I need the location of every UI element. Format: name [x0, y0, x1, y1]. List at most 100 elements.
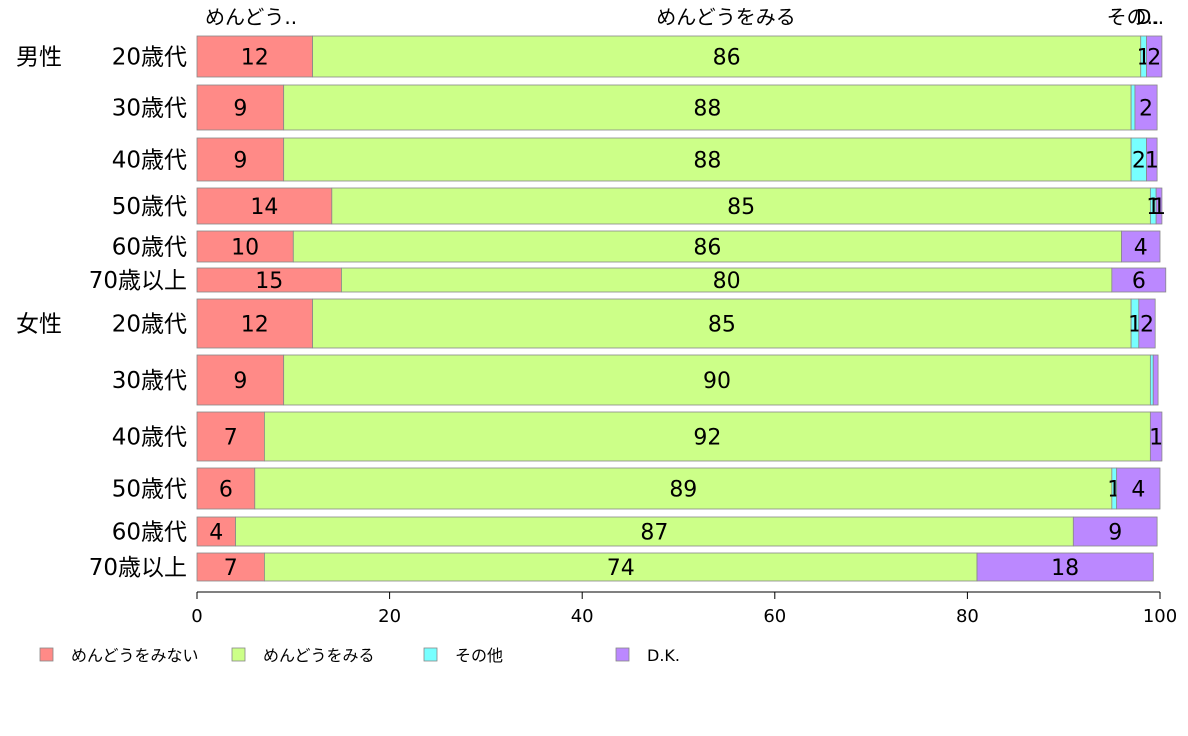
top-series-label: めんどう..	[205, 5, 297, 29]
legend-swatch	[39, 647, 54, 662]
bar-value-label: 88	[693, 149, 721, 174]
bar-segment	[1130, 84, 1136, 131]
bar-value-label: 1	[1152, 195, 1166, 220]
category-label: 70歳以上	[89, 268, 187, 294]
bar-value-label: 7	[224, 426, 238, 451]
legend-label: めんどうをみる	[263, 646, 375, 665]
bar-segment	[196, 187, 333, 225]
bar-segment	[1121, 230, 1161, 263]
bar-value-label: 1	[1149, 426, 1163, 451]
top-series-label: めんどうをみる	[656, 5, 795, 29]
bar-segment	[1134, 84, 1158, 131]
bar-segment	[196, 267, 342, 293]
bar-segment	[196, 354, 285, 406]
bar-segment	[283, 84, 1132, 131]
bar-value-label: 2	[1139, 97, 1153, 122]
bar-value-label: 85	[708, 313, 736, 338]
bar-segment	[283, 137, 1132, 182]
legend-label: その他	[455, 646, 503, 665]
x-tick-label: 0	[191, 606, 202, 627]
top-series-label: D..	[1136, 5, 1164, 29]
top-labels: めんどう.. めんどうをみる その..D..	[205, 5, 1164, 29]
legend-label: D.K.	[647, 646, 680, 665]
bar-value-label: 6	[1132, 269, 1146, 294]
bar-value-label: 4	[209, 521, 223, 546]
bar-segment	[1138, 298, 1156, 349]
bar-value-label: 86	[713, 46, 741, 71]
bar-value-label: 85	[727, 195, 755, 220]
bar-segment	[1155, 187, 1163, 225]
bar-segment	[1146, 35, 1163, 78]
legend-swatch	[423, 647, 438, 662]
category-label: 40歳代	[112, 425, 187, 451]
bar-segment	[1111, 267, 1167, 293]
bar-value-label: 88	[693, 97, 721, 122]
bar-value-label: 86	[693, 236, 721, 261]
legend-label: めんどうをみない	[71, 646, 199, 665]
x-tick-label: 80	[956, 606, 979, 627]
bar-segment	[1116, 467, 1161, 510]
x-tick-label: 100	[1143, 606, 1177, 627]
bar-value-label: 14	[250, 195, 278, 220]
bar-value-label: 6	[219, 478, 233, 503]
top-series-label: その..	[1107, 5, 1160, 29]
category-label: 30歳代	[112, 96, 187, 122]
bar-value-label: 89	[669, 478, 697, 503]
bar-segment	[196, 84, 285, 131]
bar-segment	[196, 411, 265, 462]
bar-value-label: 12	[241, 46, 269, 71]
bar-segment	[1146, 137, 1158, 182]
bar-value-label: 10	[231, 236, 259, 261]
category-label: 20歳代	[112, 45, 187, 71]
bar-segment	[976, 552, 1154, 582]
category-label: 20歳代	[112, 312, 187, 338]
bar-value-label: 1	[1145, 149, 1159, 174]
bar-value-label: 18	[1051, 556, 1079, 581]
bar-value-label: 15	[255, 269, 283, 294]
category-label: 50歳代	[112, 477, 187, 503]
category-label: 60歳代	[112, 235, 187, 261]
bar-segment	[312, 35, 1142, 78]
bar-segment	[196, 137, 285, 182]
bar-value-label: 80	[713, 269, 741, 294]
category-label: 30歳代	[112, 368, 187, 394]
group-label: 女性	[16, 312, 62, 338]
bar-segment	[254, 467, 1113, 510]
bar-value-label: 9	[233, 149, 247, 174]
x-tick-label: 20	[378, 606, 401, 627]
bar-value-label: 9	[233, 97, 247, 122]
bar-value-label: 2	[1132, 149, 1146, 174]
bar-segment	[264, 411, 1151, 462]
bar-segment	[331, 187, 1151, 225]
category-label: 40歳代	[112, 148, 187, 174]
bar-value-label: 2	[1140, 313, 1154, 338]
bar-segment	[196, 35, 313, 78]
bar-value-label: 7	[224, 556, 238, 581]
x-axis: 0 20 40 60 80 100	[191, 591, 1177, 627]
bar-value-label: 74	[607, 556, 635, 581]
bar-value-label: 9	[233, 369, 247, 394]
row-labels: 20歳代 30歳代 40歳代 50歳代 60歳代 70歳以上 20歳代 30歳代 40歳代 50歳…	[16, 45, 187, 582]
bar-value-label: 90	[703, 369, 731, 394]
legend-swatch	[615, 647, 630, 662]
bar-segment	[196, 516, 236, 547]
legend: めんどうをみない めんどうをみる その他 D.K.	[39, 646, 680, 665]
legend-swatch	[231, 647, 246, 662]
bar-segment	[341, 267, 1113, 293]
bar-segment	[196, 298, 313, 349]
bar-segment	[264, 552, 978, 582]
bar-value-label: 87	[640, 521, 668, 546]
group-label: 男性	[16, 45, 62, 71]
bar-value-label: 4	[1134, 236, 1148, 261]
bar-segment	[1149, 354, 1154, 406]
bar-segment	[1149, 411, 1163, 462]
bar-value-label: 9	[1108, 521, 1122, 546]
bar-segment	[196, 467, 256, 510]
bar-value-label: 4	[1131, 478, 1145, 503]
bar-segment	[1152, 354, 1159, 406]
x-tick-label: 60	[763, 606, 786, 627]
x-tick-label: 40	[571, 606, 594, 627]
bar-segment	[283, 354, 1151, 406]
